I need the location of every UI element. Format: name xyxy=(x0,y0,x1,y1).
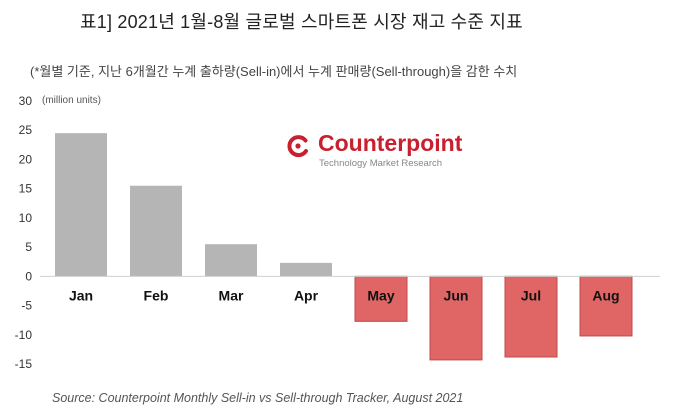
bar-may xyxy=(354,275,408,322)
bar-feb xyxy=(130,185,182,277)
bar-jun xyxy=(429,275,483,361)
source-note: Source: Counterpoint Monthly Sell-in vs … xyxy=(52,391,464,405)
y-axis-label: (million units) xyxy=(42,95,101,106)
counterpoint-logo-icon xyxy=(287,135,308,158)
x-tick-label: Mar xyxy=(219,287,244,303)
bar-jan xyxy=(55,133,107,277)
logo-name: Counterpoint xyxy=(318,130,463,156)
bar-mar xyxy=(205,244,257,277)
x-tick-label: Jul xyxy=(521,287,541,303)
x-tick-label: Jan xyxy=(69,287,93,303)
y-tick-label: 10 xyxy=(19,211,33,225)
logo-tagline: Technology Market Research xyxy=(319,158,443,169)
x-tick-label: May xyxy=(367,287,394,303)
y-tick-label: -10 xyxy=(15,328,33,342)
y-tick-label: 30 xyxy=(19,94,33,108)
x-tick-label: Feb xyxy=(144,287,169,303)
y-tick-label: 15 xyxy=(19,182,33,196)
y-tick-label: 5 xyxy=(25,240,32,254)
y-tick-label: -15 xyxy=(15,357,33,371)
bar-apr xyxy=(280,262,332,277)
x-tick-label: Jun xyxy=(444,287,469,303)
y-tick-label: 20 xyxy=(19,152,33,166)
y-tick-label: -5 xyxy=(21,299,32,313)
x-tick-label: Apr xyxy=(294,287,319,303)
y-tick-label: 0 xyxy=(25,269,32,283)
page-title: 표1] 2021년 1월-8월 글로벌 스마트폰 시장 재고 수준 지표 xyxy=(80,12,523,32)
bar-jul xyxy=(504,275,558,358)
page-subtitle: (*월별 기준, 지난 6개월간 누계 출하량(Sell-in)에서 누계 판매… xyxy=(30,64,518,79)
x-tick-label: Aug xyxy=(592,287,619,303)
bar-aug xyxy=(579,275,633,337)
y-tick-label: 25 xyxy=(19,123,33,137)
